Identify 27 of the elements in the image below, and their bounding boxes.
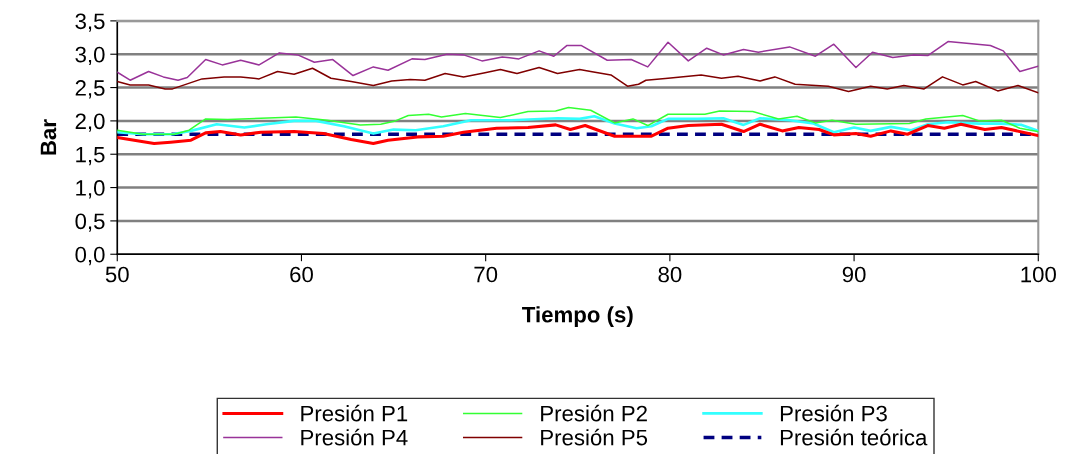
legend-label: Presión P5 <box>541 428 648 446</box>
x-tick-label: 60 <box>290 266 313 283</box>
line-series <box>117 122 1039 146</box>
y-tick-label: 3,0 <box>75 46 105 66</box>
line-series <box>117 66 1039 94</box>
y-tick-label: 1,0 <box>76 180 105 199</box>
line-series <box>117 114 1039 136</box>
y-tick-label: 0,5 <box>75 213 105 232</box>
legend-label: Presión P3 <box>780 404 887 422</box>
x-tick-label: 70 <box>474 266 498 283</box>
x-tick-label: 100 <box>1021 266 1056 283</box>
y-tick-label: 0,0 <box>75 246 105 266</box>
x-tick-label: 50 <box>105 266 129 283</box>
y-tick-label: 2,5 <box>75 80 105 99</box>
line-series <box>117 40 1039 81</box>
legend-label: Presión P1 <box>301 404 408 422</box>
line-series <box>117 106 1039 135</box>
y-tick-label: 1,5 <box>76 146 105 166</box>
y-tick-label: 3,5 <box>75 13 105 32</box>
legend-label: Presión P4 <box>301 428 408 446</box>
legend-label: Presión P2 <box>541 404 647 422</box>
x-tick-label: 80 <box>658 266 682 283</box>
x-tick-label: 90 <box>842 266 866 283</box>
y-tick-label: 2,0 <box>75 113 105 132</box>
y-axis-title: Bar <box>40 119 57 155</box>
legend-label: Presión teórica <box>780 428 928 446</box>
x-axis-title: Tiempo (s) <box>522 306 633 327</box>
